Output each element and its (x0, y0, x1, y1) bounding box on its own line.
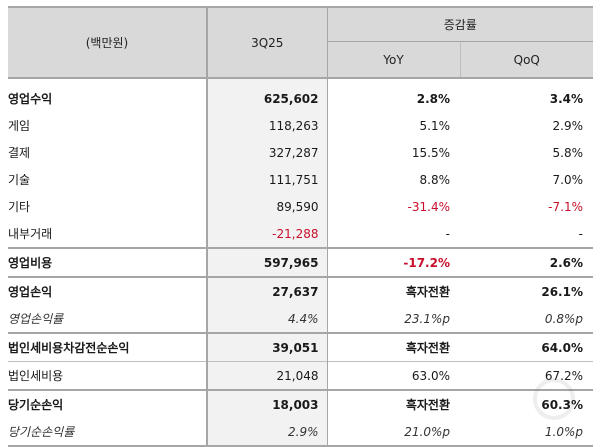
qoq-value: 60.3% (460, 389, 593, 418)
yoy-value: 15.5% (411, 145, 450, 160)
change-rate-group-header: 증감률 (327, 6, 593, 42)
period-value: 111,751 (207, 166, 328, 193)
yoy-value: -17.2% (327, 247, 460, 277)
yoy-value: 흑자전환 (327, 332, 460, 362)
period-header: 3Q25 (207, 6, 328, 79)
table-row-internal-transactions: 내부거래 -21,288 - - (8, 220, 593, 248)
table-row-operating-revenue: 영업수익 625,602 2.8% 3.4% (8, 78, 593, 112)
yoy-value: 5.1% (419, 118, 451, 133)
row-label: 당기순손익률 (8, 418, 208, 447)
qoq-value: 7.0% (552, 172, 584, 187)
table-row-income-tax: 법인세비용 21,048 63.0% 67.2% (8, 361, 593, 390)
yoy-value: 23.1%p (404, 311, 450, 326)
row-label: 영업손익률 (8, 305, 208, 333)
period-value: 327,287 (207, 139, 328, 166)
period-value: 27,637 (207, 276, 328, 305)
row-label: 영업손익 (8, 276, 208, 305)
period-value: 625,602 (207, 78, 328, 112)
table-header: (백만원) 3Q25 증감률 YoY QoQ (8, 6, 593, 79)
qoq-value: 2.6% (460, 247, 593, 277)
yoy-value: - (445, 226, 450, 241)
table-row-operating-income: 영업손익 27,637 흑자전환 26.1% (8, 276, 593, 305)
unit-label-header: (백만원) (8, 6, 208, 79)
yoy-value: -31.4% (407, 199, 450, 214)
yoy-header: YoY (327, 41, 461, 79)
qoq-value: 67.2% (460, 361, 593, 390)
period-value: -21,288 (207, 220, 328, 248)
row-label: 법인세비용 (8, 361, 208, 390)
row-label: 결제 (8, 139, 208, 166)
period-value: 39,051 (207, 332, 328, 362)
row-label: 기술 (8, 166, 208, 193)
row-label: 영업수익 (8, 78, 208, 112)
table-row-payment: 결제 327,287 15.5% 5.8% (8, 139, 593, 166)
table-row-operating-margin: 영업손익률 4.4% 23.1%p 0.8%p (8, 305, 593, 333)
period-value: 89,590 (207, 193, 328, 220)
yoy-value: 흑자전환 (327, 276, 460, 305)
row-label: 당기순손익 (8, 389, 208, 418)
financial-summary-table: (백만원) 3Q25 증감률 YoY QoQ 영업수익 625,602 2.8%… (8, 6, 593, 447)
qoq-value: 5.8% (552, 145, 584, 160)
table-row-other: 기타 89,590 -31.4% -7.1% (8, 193, 593, 220)
qoq-header: QoQ (460, 41, 593, 79)
row-label: 내부거래 (8, 220, 208, 248)
table-body: 영업수익 625,602 2.8% 3.4% 게임 118,263 5.1% 2… (8, 78, 593, 447)
yoy-value: 63.0% (327, 361, 460, 390)
qoq-value: 1.0%p (460, 418, 593, 447)
yoy-value: 8.8% (419, 172, 451, 187)
table-row-net-margin: 당기순손익률 2.9% 21.0%p 1.0%p (8, 418, 593, 447)
table-row-game: 게임 118,263 5.1% 2.9% (8, 112, 593, 139)
qoq-value: 64.0% (460, 332, 593, 362)
period-value: 21,048 (207, 361, 328, 390)
period-value: 2.9% (207, 418, 328, 447)
yoy-value: 흑자전환 (327, 389, 460, 418)
table-row-net-income: 당기순손익 18,003 흑자전환 60.3% (8, 389, 593, 418)
period-value: 18,003 (207, 389, 328, 418)
qoq-value: - (578, 226, 583, 241)
qoq-value: 26.1% (460, 276, 593, 305)
period-value: 597,965 (207, 247, 328, 277)
row-label: 영업비용 (8, 247, 208, 277)
period-value: 4.4% (207, 305, 328, 333)
table-row-pretax-income: 법인세비용차감전순손익 39,051 흑자전환 64.0% (8, 332, 593, 362)
qoq-value: 0.8%p (544, 311, 583, 326)
period-value: 118,263 (207, 112, 328, 139)
table-row-operating-expenses: 영업비용 597,965 -17.2% 2.6% (8, 247, 593, 277)
table-row-technology: 기술 111,751 8.8% 7.0% (8, 166, 593, 193)
qoq-value: -7.1% (548, 199, 583, 214)
yoy-value: 21.0%p (327, 418, 460, 447)
row-label: 법인세비용차감전순손익 (8, 332, 208, 362)
row-label: 게임 (8, 112, 208, 139)
qoq-value: 3.4% (549, 91, 583, 106)
qoq-value: 2.9% (552, 118, 584, 133)
yoy-value: 2.8% (416, 91, 450, 106)
row-label: 기타 (8, 193, 208, 220)
